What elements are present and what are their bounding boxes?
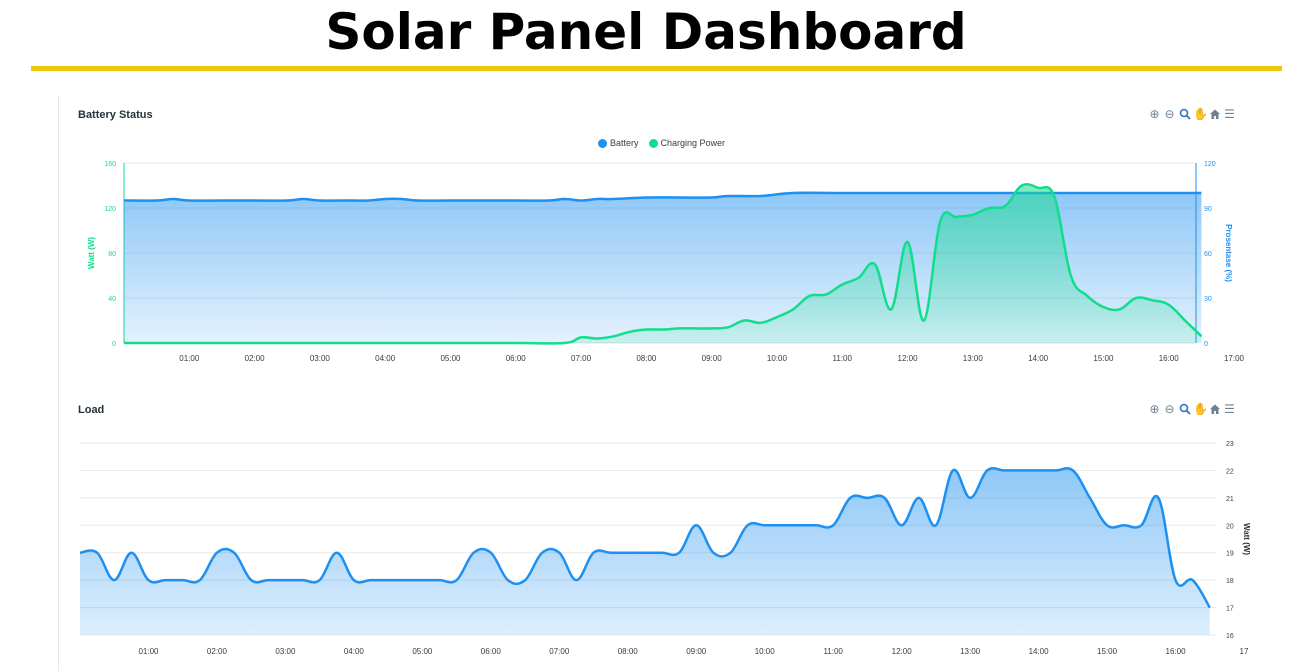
home-icon[interactable] — [1208, 108, 1221, 121]
x-tick-label: 04:00 — [375, 354, 396, 363]
y-left-tick-label: 120 — [104, 206, 116, 213]
x-tick-label: 01:00 — [138, 647, 159, 656]
y-left-axis-title: Watt (W) — [87, 237, 96, 269]
x-tick-label: 04:00 — [344, 647, 365, 656]
charging-power-area — [124, 184, 1202, 344]
y-right-tick-label: 17 — [1226, 606, 1234, 613]
y-right-tick-label: 22 — [1226, 468, 1234, 475]
battery-status-panel: Battery Status ⊕ ⊖ ✋ ☰ Battery Charging … — [58, 100, 1292, 375]
x-tick-label: 03:00 — [310, 354, 331, 363]
y-right-tick-label: 120 — [1204, 161, 1216, 168]
legend-item-charging-power[interactable]: Charging Power — [648, 138, 726, 148]
x-tick-label: 07:00 — [571, 354, 592, 363]
x-tick-label: 11:00 — [823, 647, 843, 656]
y-right-tick-label: 0 — [1204, 341, 1208, 348]
y-left-tick-label: 40 — [108, 296, 116, 303]
zoom-out-icon[interactable]: ⊖ — [1164, 107, 1175, 121]
x-tick-label: 01:00 — [179, 354, 200, 363]
battery-status-chart: 0 40 80 120 160 0 30 60 90 120 Watt (W) Prosentase … — [87, 161, 1245, 363]
load-panel: Load ⊕ ⊖ ✋ ☰ 16 17 18 19 20 21 22 23 Watt (W) 01:… — [58, 396, 1292, 671]
home-icon[interactable] — [1208, 403, 1221, 416]
legend-label: Battery — [610, 138, 639, 148]
chart-toolbar: ⊕ ⊖ ✋ ☰ — [1148, 403, 1236, 416]
zoom-in-icon[interactable]: ⊕ — [1149, 402, 1160, 416]
y-right-tick-label: 90 — [1204, 206, 1212, 213]
y-right-tick-label: 60 — [1204, 251, 1212, 258]
y-right-tick-label: 19 — [1226, 551, 1234, 558]
chart-title: Load — [78, 404, 105, 416]
load-series-line — [79, 466, 1211, 609]
x-tick-label: 06:00 — [481, 647, 502, 656]
x-tick-label: 13:00 — [963, 354, 984, 363]
chart-title: Battery Status — [78, 109, 153, 121]
x-tick-label: 17 — [1240, 647, 1249, 656]
y-left-tick-label: 0 — [112, 341, 116, 348]
chart-toolbar: ⊕ ⊖ ✋ ☰ — [1148, 108, 1236, 121]
x-tick-label: 17:00 — [1224, 354, 1245, 363]
y-right-tick-label: 18 — [1226, 578, 1234, 585]
x-tick-label: 08:00 — [636, 354, 657, 363]
load-chart: 16 17 18 19 20 21 22 23 Watt (W) 01:00 02:00 03:00 0… — [79, 441, 1251, 656]
x-tick-label: 05:00 — [412, 647, 433, 656]
x-tick-label: 09:00 — [686, 647, 707, 656]
y-right-axis-title: Watt (W) — [1242, 523, 1251, 555]
x-tick-label: 10:00 — [767, 354, 788, 363]
legend-item-battery[interactable]: Battery — [598, 138, 639, 148]
x-tick-label: 16:00 — [1159, 354, 1180, 363]
menu-icon[interactable]: ☰ — [1224, 107, 1235, 121]
x-tick-label: 02:00 — [245, 354, 266, 363]
chart-legend: Battery Charging Power — [598, 138, 725, 148]
page-title: Solar Panel Dashboard — [325, 3, 967, 61]
x-tick-label: 09:00 — [702, 354, 723, 363]
x-tick-label: 07:00 — [549, 647, 570, 656]
charging-power-series-line — [124, 182, 1203, 345]
x-tick-label: 16:00 — [1166, 647, 1187, 656]
y-right-tick-label: 30 — [1204, 296, 1212, 303]
x-tick-label: 15:00 — [1093, 354, 1114, 363]
x-tick-label: 12:00 — [892, 647, 913, 656]
magnifier-icon[interactable] — [1178, 108, 1191, 121]
load-area — [80, 468, 1210, 635]
y-left-tick-label: 80 — [108, 251, 116, 258]
y-right-tick-label: 20 — [1226, 523, 1234, 530]
x-tick-label: 14:00 — [1028, 354, 1049, 363]
y-right-tick-label: 16 — [1226, 633, 1234, 640]
title-underline — [31, 66, 1282, 71]
y-left-tick-label: 160 — [104, 161, 116, 168]
x-tick-label: 10:00 — [755, 647, 776, 656]
pan-hand-icon[interactable]: ✋ — [1193, 107, 1208, 121]
pan-hand-icon[interactable]: ✋ — [1193, 402, 1208, 416]
x-tick-label: 14:00 — [1029, 647, 1050, 656]
x-tick-label: 08:00 — [618, 647, 639, 656]
x-tick-label: 05:00 — [440, 354, 461, 363]
x-tick-label: 13:00 — [960, 647, 981, 656]
legend-marker-battery — [598, 138, 607, 148]
zoom-out-icon[interactable]: ⊖ — [1164, 402, 1175, 416]
legend-label: Charging Power — [660, 138, 726, 148]
menu-icon[interactable]: ☰ — [1224, 402, 1235, 416]
y-right-tick-label: 23 — [1226, 441, 1234, 448]
y-right-tick-label: 21 — [1226, 496, 1234, 503]
battery-series-line — [123, 191, 1202, 202]
x-tick-label: 03:00 — [275, 647, 296, 656]
x-tick-label: 11:00 — [833, 354, 853, 363]
panel-left-border — [58, 96, 59, 671]
x-tick-label: 06:00 — [506, 354, 527, 363]
x-tick-label: 02:00 — [207, 647, 228, 656]
legend-marker-charging — [648, 138, 658, 148]
x-tick-label: 15:00 — [1097, 647, 1118, 656]
y-right-axis-title: Prosentase (%) — [1224, 224, 1233, 282]
x-tick-label: 12:00 — [898, 354, 919, 363]
magnifier-icon[interactable] — [1178, 403, 1191, 416]
zoom-in-icon[interactable]: ⊕ — [1149, 107, 1160, 121]
